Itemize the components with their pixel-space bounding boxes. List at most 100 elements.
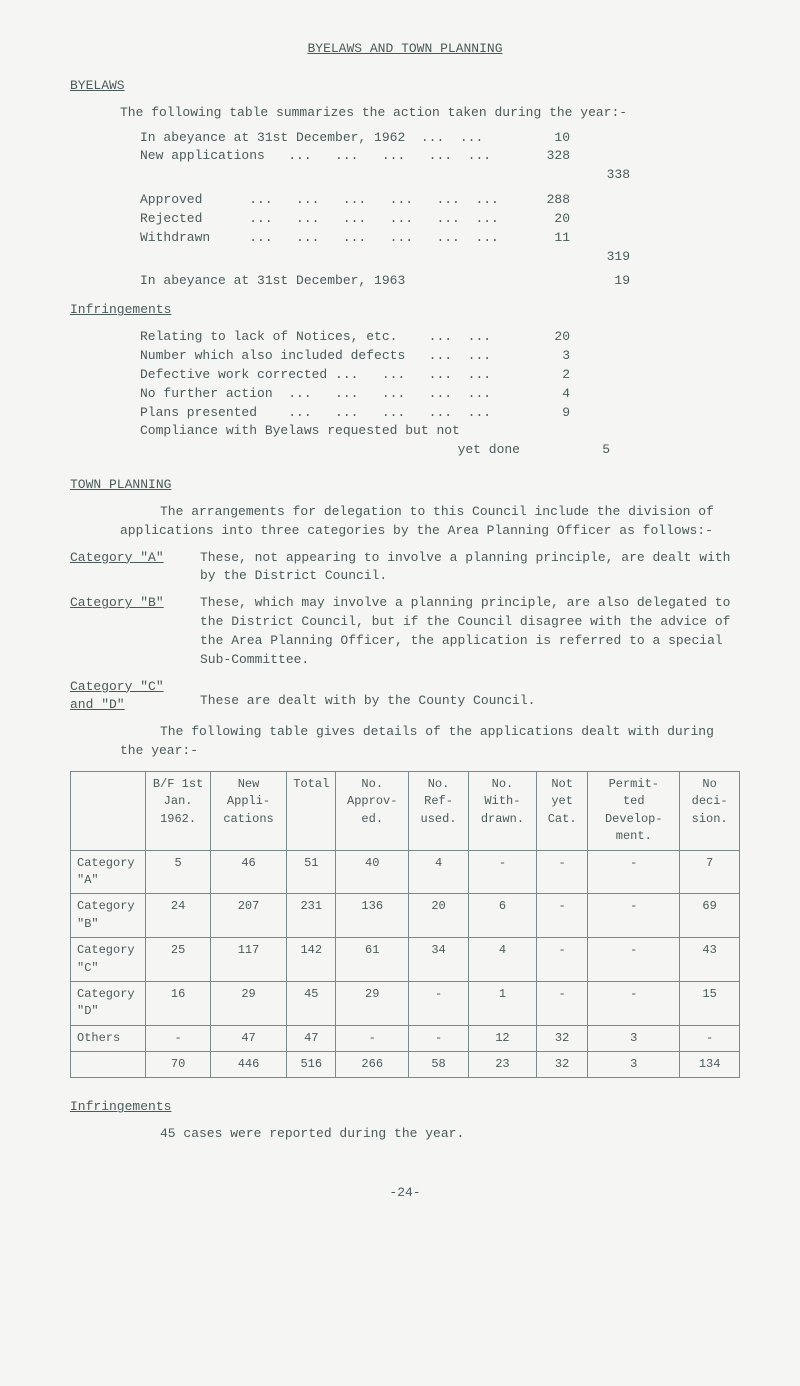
td: 3	[588, 1025, 680, 1051]
stat-value: 20	[520, 210, 570, 229]
td: 136	[336, 894, 409, 938]
td: -	[680, 1025, 740, 1051]
td: 231	[287, 894, 336, 938]
td: 29	[210, 981, 286, 1025]
stat-value: 19	[570, 272, 630, 291]
th: Total	[287, 772, 336, 851]
td: 24	[146, 894, 210, 938]
stat-label: Plans presented ... ... ... ... ...	[140, 404, 520, 423]
td: -	[536, 850, 587, 894]
category-b-desc: These, which may involve a planning prin…	[190, 594, 740, 669]
td: 23	[468, 1052, 536, 1078]
town-para-1: The arrangements for delegation to this …	[120, 503, 740, 541]
td: 47	[287, 1025, 336, 1051]
td: 5	[146, 850, 210, 894]
stat-label: Relating to lack of Notices, etc. ... ..…	[140, 328, 520, 347]
category-a-label: Category "A"	[70, 549, 190, 587]
td: 516	[287, 1052, 336, 1078]
td: 117	[210, 938, 286, 982]
table-row: Category "A"54651404---7	[71, 850, 740, 894]
td: 51	[287, 850, 336, 894]
td: 46	[210, 850, 286, 894]
th: Not yet Cat.	[536, 772, 587, 851]
td: 6	[468, 894, 536, 938]
byelaws-heading: BYELAWS	[70, 77, 740, 96]
td: 142	[287, 938, 336, 982]
td: 266	[336, 1052, 409, 1078]
stat-value: 10	[520, 129, 570, 148]
td: 43	[680, 938, 740, 982]
td: Others	[71, 1025, 146, 1051]
town-para-2: The following table gives details of the…	[120, 723, 740, 761]
infringements-2-heading: Infringements	[70, 1098, 740, 1117]
td: -	[409, 1025, 469, 1051]
main-title: BYELAWS AND TOWN PLANNING	[70, 40, 740, 59]
stat-label: Withdrawn ... ... ... ... ... ...	[140, 229, 520, 248]
stat-group-2: Approved ... ... ... ... ... ... 288 Rej…	[140, 191, 740, 266]
td: 4	[409, 850, 469, 894]
td: 58	[409, 1052, 469, 1078]
infringe-block: Relating to lack of Notices, etc. ... ..…	[140, 328, 740, 460]
town-planning-heading: TOWN PLANNING	[70, 476, 740, 495]
td: -	[409, 981, 469, 1025]
td: 134	[680, 1052, 740, 1078]
td: 15	[680, 981, 740, 1025]
category-b-label: Category "B"	[70, 594, 190, 669]
category-cd-label: Category "C" and "D"	[70, 678, 190, 716]
stat-label: New applications ... ... ... ... ...	[140, 147, 520, 166]
stat-value: 288	[520, 191, 570, 210]
stat-label: Compliance with Byelaws requested but no…	[140, 422, 520, 441]
td: Category "B"	[71, 894, 146, 938]
stat-value: 11	[520, 229, 570, 248]
stat-label: No further action ... ... ... ... ...	[140, 385, 520, 404]
th: No. Approv- ed.	[336, 772, 409, 851]
page-number: -24-	[70, 1184, 740, 1203]
byelaws-intro: The following table summarizes the actio…	[120, 104, 740, 123]
th: Permit- ted Develop- ment.	[588, 772, 680, 851]
td: 16	[146, 981, 210, 1025]
stat-value: 5	[560, 441, 610, 460]
td: -	[536, 894, 587, 938]
td: 25	[146, 938, 210, 982]
td: 3	[588, 1052, 680, 1078]
stat-total: 319	[570, 248, 630, 267]
abeyance-row: In abeyance at 31st December, 1963 19	[140, 272, 740, 291]
td: Category "D"	[71, 981, 146, 1025]
td: -	[588, 850, 680, 894]
td: 32	[536, 1052, 587, 1078]
category-c-label: Category "C"	[70, 678, 190, 697]
and-d-label: and "D"	[70, 696, 190, 715]
stat-value: 3	[520, 347, 570, 366]
td: -	[588, 981, 680, 1025]
td: 70	[146, 1052, 210, 1078]
td: 207	[210, 894, 286, 938]
td: -	[336, 1025, 409, 1051]
th: New Appli- cations	[210, 772, 286, 851]
stat-group-1: In abeyance at 31st December, 1962 ... .…	[140, 129, 740, 186]
td: 47	[210, 1025, 286, 1051]
table-row: Category "D"16294529-1--15	[71, 981, 740, 1025]
stat-label: Defective work corrected ... ... ... ...	[140, 366, 520, 385]
td: 34	[409, 938, 469, 982]
table-row: Others-4747--12323-	[71, 1025, 740, 1051]
td: 1	[468, 981, 536, 1025]
stat-label: Rejected ... ... ... ... ... ...	[140, 210, 520, 229]
stat-total: 338	[570, 166, 630, 185]
table-row: Category "B"24207231136206--69	[71, 894, 740, 938]
category-a-desc: These, not appearing to involve a planni…	[190, 549, 740, 587]
td	[71, 1052, 146, 1078]
th: No deci- sion.	[680, 772, 740, 851]
th: No. Ref- used.	[409, 772, 469, 851]
td: Category "A"	[71, 850, 146, 894]
stat-value: 2	[520, 366, 570, 385]
table-row: 704465162665823323134	[71, 1052, 740, 1078]
applications-table: B/F 1st Jan. 1962. New Appli- cations To…	[70, 771, 740, 1078]
stat-label: In abeyance at 31st December, 1963	[140, 272, 520, 291]
table-header-row: B/F 1st Jan. 1962. New Appli- cations To…	[71, 772, 740, 851]
table-row: Category "C"2511714261344--43	[71, 938, 740, 982]
td: -	[588, 938, 680, 982]
stat-label: In abeyance at 31st December, 1962 ... .…	[140, 129, 520, 148]
stat-value: 328	[520, 147, 570, 166]
td: 45	[287, 981, 336, 1025]
stat-label: Number which also included defects ... .…	[140, 347, 520, 366]
